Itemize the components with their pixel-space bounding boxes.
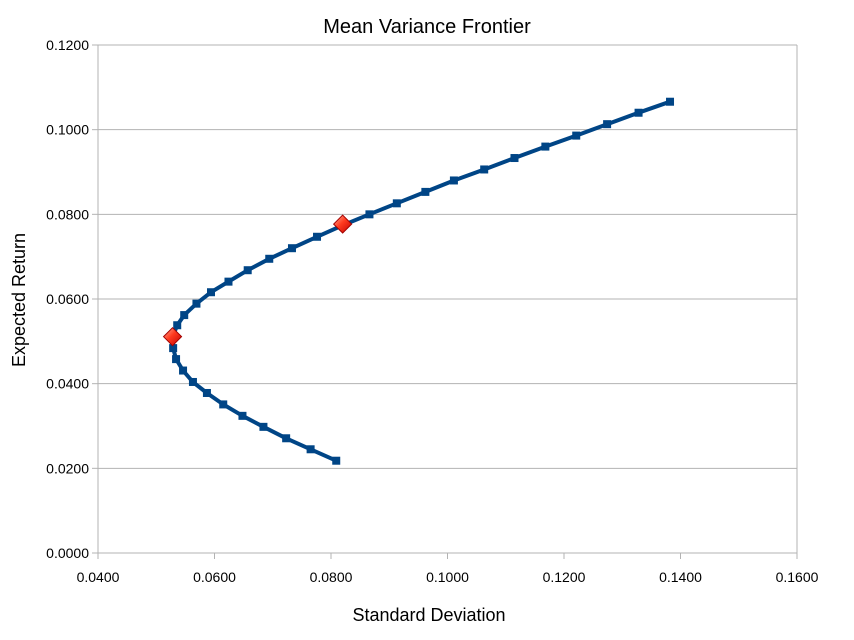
frontier-point	[179, 366, 188, 375]
y-tick-label: 0.0000	[46, 545, 89, 561]
frontier-point	[392, 199, 401, 208]
frontier-point	[421, 187, 430, 196]
x-tick-label: 0.0600	[193, 569, 236, 585]
x-tick-label: 0.1400	[659, 569, 702, 585]
plot-area	[162, 97, 675, 465]
frontier-point	[666, 97, 675, 106]
x-tick-label: 0.0400	[77, 569, 120, 585]
frontier-point	[202, 388, 211, 397]
frontier-point	[282, 434, 291, 443]
axes: 0.0000 0.0200 0.0400 0.0600 0.0800 0.1000 0.12…	[46, 37, 818, 585]
frontier-point	[169, 344, 178, 353]
frontier-point	[172, 355, 181, 364]
frontier-point	[207, 288, 216, 297]
x-tick-label: 0.1600	[776, 569, 819, 585]
y-tick-label: 0.0800	[46, 206, 89, 222]
y-axis-title: Expected Return	[9, 233, 29, 367]
frontier-point	[173, 321, 182, 330]
frontier-point	[480, 165, 489, 174]
frontier-point	[243, 266, 252, 275]
frontier-point	[572, 131, 581, 140]
frontier-point	[449, 176, 458, 185]
frontier-point	[180, 311, 189, 320]
x-axis-title: Standard Deviation	[352, 605, 505, 625]
y-tick-label: 0.1200	[46, 37, 89, 53]
frontier-point	[332, 456, 341, 465]
y-tick-label: 0.0400	[46, 376, 89, 392]
frontier-point	[306, 445, 315, 454]
x-tick-label: 0.0800	[310, 569, 353, 585]
frontier-point	[219, 400, 228, 409]
frontier-point	[238, 411, 247, 420]
frontier-point	[313, 232, 322, 241]
highlight-point	[162, 326, 183, 347]
frontier-point	[287, 244, 296, 253]
frontier-point	[541, 142, 550, 151]
y-tick-label: 0.1000	[46, 122, 89, 138]
frontier-point	[192, 299, 201, 308]
frontier-point	[510, 154, 519, 163]
frontier-point	[603, 120, 612, 129]
x-tick-label: 0.1200	[543, 569, 586, 585]
y-tick-label: 0.0200	[46, 460, 89, 476]
frontier-point	[259, 422, 268, 431]
frontier-point	[634, 108, 643, 117]
gridlines	[98, 44, 797, 554]
x-tick-label: 0.1000	[426, 569, 469, 585]
frontier-point	[365, 210, 374, 219]
frontier-point	[188, 377, 197, 386]
frontier-point	[265, 254, 274, 263]
frontier-point	[224, 277, 233, 286]
highlight-point	[332, 214, 353, 234]
chart-title: Mean Variance Frontier	[323, 16, 531, 38]
y-tick-label: 0.0600	[46, 291, 89, 307]
